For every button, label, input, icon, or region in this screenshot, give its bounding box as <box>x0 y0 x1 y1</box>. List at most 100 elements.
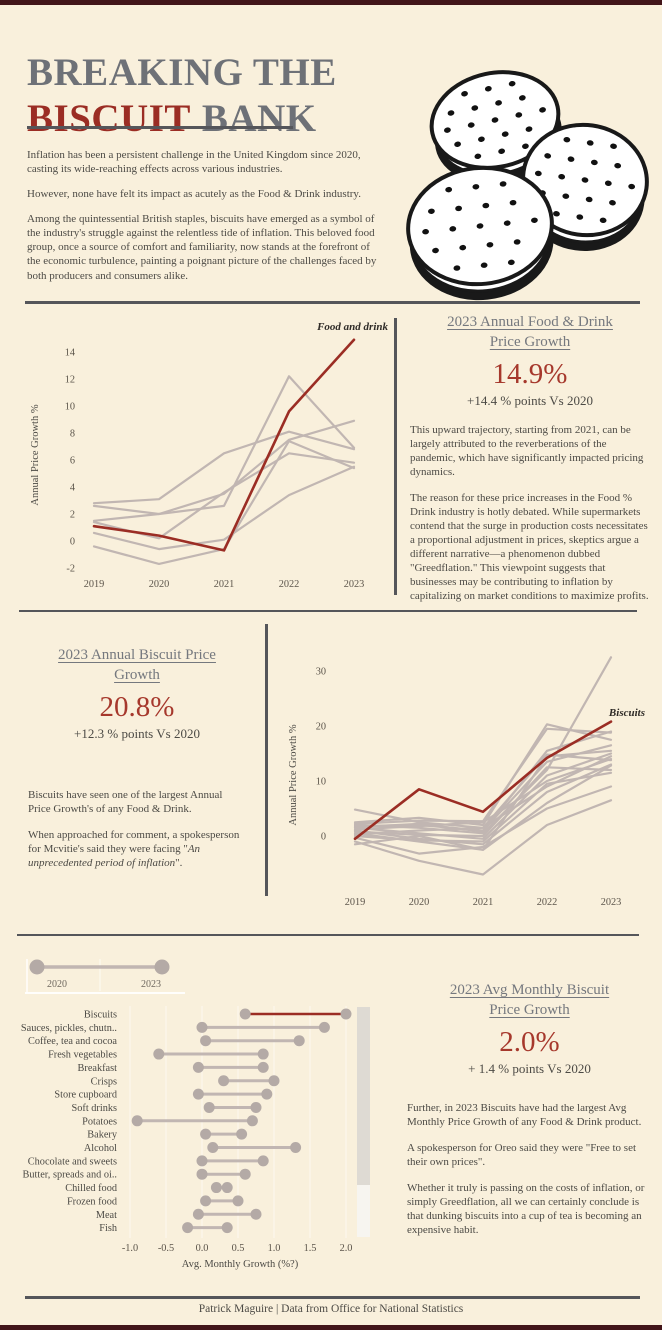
dumbbell-dot-2020 <box>196 1021 208 1033</box>
scrollbar-thumb[interactable] <box>357 1007 370 1185</box>
footer-rule <box>25 1296 640 1299</box>
biscuit-dot <box>432 247 439 254</box>
food-drink-stats-column: 2023 Annual Food & Drink Price Growth 14… <box>410 312 650 615</box>
title-word-bank: BANK <box>201 97 317 141</box>
biscuit-dot <box>531 217 538 223</box>
biscuit-dot <box>495 100 502 106</box>
biscuit-dot <box>539 107 546 113</box>
x-tick-label: 2021 <box>473 897 494 908</box>
section-heading: 2023 Annual Biscuit Price Growth <box>58 647 216 684</box>
page-title: BREAKING THE BISCUIT BANK <box>27 50 337 142</box>
biscuit-dot <box>499 181 507 187</box>
biscuit-dot <box>507 259 515 266</box>
category-label: Sauces, pickles, chutn.. <box>21 1023 117 1034</box>
biscuit-dot <box>480 262 488 268</box>
category-series-line <box>353 757 613 831</box>
x-tick-label: 2020 <box>409 897 430 908</box>
biscuit-dot <box>422 229 429 235</box>
biscuit-dot <box>486 242 494 248</box>
dumbbell-dot-2020 <box>192 1061 204 1073</box>
dumbbell-dot-2023 <box>221 1182 233 1194</box>
quote-suffix: ". <box>175 856 183 869</box>
y-tick-label: 10 <box>65 402 75 413</box>
dumbbell-dot-2020 <box>153 1048 165 1060</box>
y-tick-label: 14 <box>65 348 75 359</box>
biscuit-dot <box>586 140 594 146</box>
y-tick-label: 20 <box>316 722 326 733</box>
body-paragraph: Biscuits have seen one of the largest An… <box>28 788 223 815</box>
category-label: Alcohol <box>84 1143 117 1154</box>
dumbbell-dot-2023 <box>261 1088 273 1100</box>
biscuit-line-chart: 0 10 20 30 2019 2020 2021 2022 2023 Annual Price … <box>288 656 645 908</box>
category-series-line <box>92 430 356 505</box>
y-tick-label: 30 <box>316 667 326 678</box>
biscuit-dot <box>522 143 529 149</box>
top-accent-bar <box>0 0 662 5</box>
dumbbell-dot-2023 <box>293 1035 305 1047</box>
stat-caption: + 1.4 % points Vs 2020 <box>468 1060 591 1076</box>
biscuit-dot <box>484 86 492 92</box>
y-tick-label: 4 <box>70 483 75 494</box>
category-series-line <box>353 749 613 851</box>
dumbbell-dot-2023 <box>221 1222 233 1234</box>
legend-dot-start <box>29 959 45 975</box>
category-label: Potatoes <box>82 1116 117 1127</box>
biscuit-dot <box>454 141 462 148</box>
biscuit-dot <box>614 162 622 169</box>
x-tick-label: 2019 <box>84 579 105 590</box>
y-tick-label: 8 <box>70 429 75 440</box>
dumbbell-dot-2023 <box>290 1142 302 1153</box>
y-tick-label: 0 <box>70 537 75 548</box>
dumbbell-dot-2020 <box>207 1142 219 1153</box>
highlighted-series-line <box>353 720 613 841</box>
category-series-line <box>353 799 613 876</box>
x-tick-label: 1.0 <box>268 1243 281 1254</box>
monthly-growth-dumbbell-chart: Biscuits Sauces, pickles, chutn.. Coffee, … <box>21 1006 370 1270</box>
dumbbell-dot-2023 <box>239 1168 251 1180</box>
category-series-line <box>353 785 613 855</box>
dumbbell-dot-2023 <box>257 1061 269 1073</box>
section-body: Further, in 2023 Biscuits have had the l… <box>407 1101 652 1238</box>
dumbbell-dot-2020 <box>239 1008 251 1020</box>
biscuit-dot <box>581 177 589 183</box>
dumbbell-dot-2020 <box>182 1222 194 1234</box>
biscuit-dot <box>453 265 461 271</box>
biscuit-dot <box>604 180 612 186</box>
x-tick-label: 2022 <box>537 897 558 908</box>
dumbbell-dot-2023 <box>340 1008 352 1020</box>
category-series-line <box>353 766 613 838</box>
biscuit-dot <box>447 110 455 116</box>
biscuit-dot <box>503 220 511 226</box>
series-annotation-label: Food and drink <box>316 321 388 333</box>
biscuit-dot <box>628 183 636 190</box>
dumbbell-dot-2020 <box>200 1128 212 1140</box>
footer-credit: Patrick Maguire | Data from Office for N… <box>198 1303 464 1315</box>
quote-prefix: When approached for comment, a spokesper… <box>28 828 240 855</box>
stat-caption: +14.4 % points Vs 2020 <box>467 392 593 408</box>
biscuit-dot <box>508 80 516 87</box>
dumbbell-legend: 2020 2023 <box>25 959 185 994</box>
dumbbell-dot-2020 <box>192 1208 204 1220</box>
biscuit-monthly-stats-column: 2023 Avg Monthly Biscuit Price Growth 2.… <box>407 980 652 1249</box>
body-paragraph: When approached for comment, a spokesper… <box>28 828 246 870</box>
x-tick-label: -1.0 <box>122 1243 138 1254</box>
dumbbell-dot-2020 <box>196 1155 208 1167</box>
section-heading: 2023 Avg Monthly Biscuit Price Growth <box>449 982 610 1019</box>
category-label: Frozen food <box>67 1196 118 1207</box>
category-series-line <box>353 763 613 846</box>
category-series-line <box>92 452 356 540</box>
biscuit-annual-stats-column: 2023 Annual Biscuit Price Growth 20.8% +… <box>28 645 246 882</box>
biscuit-dot <box>501 131 509 137</box>
x-tick-label: 0.0 <box>196 1243 209 1254</box>
biscuit-dot <box>449 226 457 232</box>
biscuit-dot <box>428 208 435 214</box>
category-label: Chocolate and sweets <box>28 1156 117 1167</box>
bottom-accent-bar <box>0 1325 662 1330</box>
x-axis-title: Avg. Monthly Growth (%?) <box>182 1259 299 1270</box>
category-series-line <box>92 440 356 565</box>
biscuit-dot <box>455 205 462 212</box>
biscuit-dot <box>482 202 490 209</box>
biscuit-dot <box>471 105 479 111</box>
legend-start-label: 2020 <box>47 979 67 990</box>
category-label: Meat <box>96 1210 117 1221</box>
